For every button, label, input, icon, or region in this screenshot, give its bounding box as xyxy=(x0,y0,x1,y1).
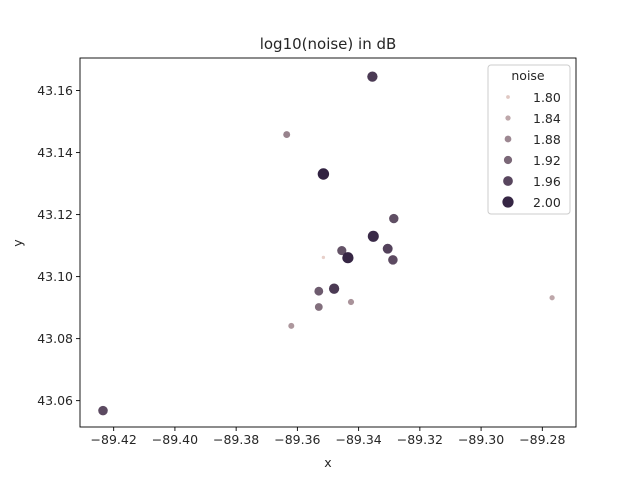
data-point xyxy=(328,283,340,294)
y-axis-label: y xyxy=(10,239,25,247)
y-axis: 43.06 43.08 43.10 43.12 43.14 43.16 xyxy=(37,83,80,408)
legend-label: 1.92 xyxy=(533,153,561,168)
x-axis: −89.42 −89.40 −89.38 −89.36 −89.34 −89.32 −89.… xyxy=(91,427,565,447)
x-tick-label: −89.34 xyxy=(335,432,381,447)
data-point xyxy=(337,246,347,256)
legend-marker xyxy=(502,196,514,208)
data-point xyxy=(288,322,295,329)
legend-marker xyxy=(503,155,513,165)
x-tick-label: −89.28 xyxy=(519,432,565,447)
data-point xyxy=(549,295,555,301)
chart-title: log10(noise) in dB xyxy=(260,35,397,53)
x-axis-label: x xyxy=(324,455,331,470)
legend-marker xyxy=(503,176,513,186)
x-tick-label: −89.36 xyxy=(274,432,320,447)
plot-frame xyxy=(79,57,577,428)
legend-entries: 1.80 1.84 1.88 1.92 1.96 2.00 xyxy=(502,90,561,210)
legend-marker xyxy=(505,115,511,121)
data-point xyxy=(317,168,330,180)
legend-marker xyxy=(504,135,512,143)
y-tick-label: 43.14 xyxy=(37,145,73,160)
data-point xyxy=(388,255,398,265)
x-tick-label: −89.38 xyxy=(213,432,259,447)
data-point xyxy=(389,213,399,224)
data-point xyxy=(314,286,324,296)
data-point xyxy=(342,252,354,264)
data-point xyxy=(347,298,355,306)
data-point xyxy=(314,303,323,311)
data-point xyxy=(367,230,379,242)
legend-label: 1.84 xyxy=(533,111,561,126)
legend-label: 2.00 xyxy=(533,195,561,210)
y-tick-label: 43.12 xyxy=(37,207,73,222)
y-tick-label: 43.10 xyxy=(37,269,73,284)
x-tick-label: −89.30 xyxy=(458,432,504,447)
legend-label: 1.96 xyxy=(533,174,561,189)
x-tick-label: −89.40 xyxy=(152,432,198,447)
data-point xyxy=(367,71,378,82)
y-tick-label: 43.08 xyxy=(37,331,73,346)
data-point xyxy=(98,405,108,416)
data-point xyxy=(321,255,326,260)
x-tick-label: −89.42 xyxy=(91,432,137,447)
legend-label: 1.80 xyxy=(533,90,561,105)
y-tick-label: 43.16 xyxy=(37,83,73,98)
legend: noise 1.80 1.84 1.88 1.92 1.96 2.00 xyxy=(487,64,571,215)
data-point xyxy=(382,243,393,254)
y-tick-label: 43.06 xyxy=(37,393,73,408)
x-tick-label: −89.32 xyxy=(397,432,443,447)
legend-title: noise xyxy=(511,68,545,83)
legend-label: 1.88 xyxy=(533,132,561,147)
legend-marker xyxy=(506,95,510,99)
data-points xyxy=(98,71,555,416)
data-point xyxy=(283,131,291,139)
